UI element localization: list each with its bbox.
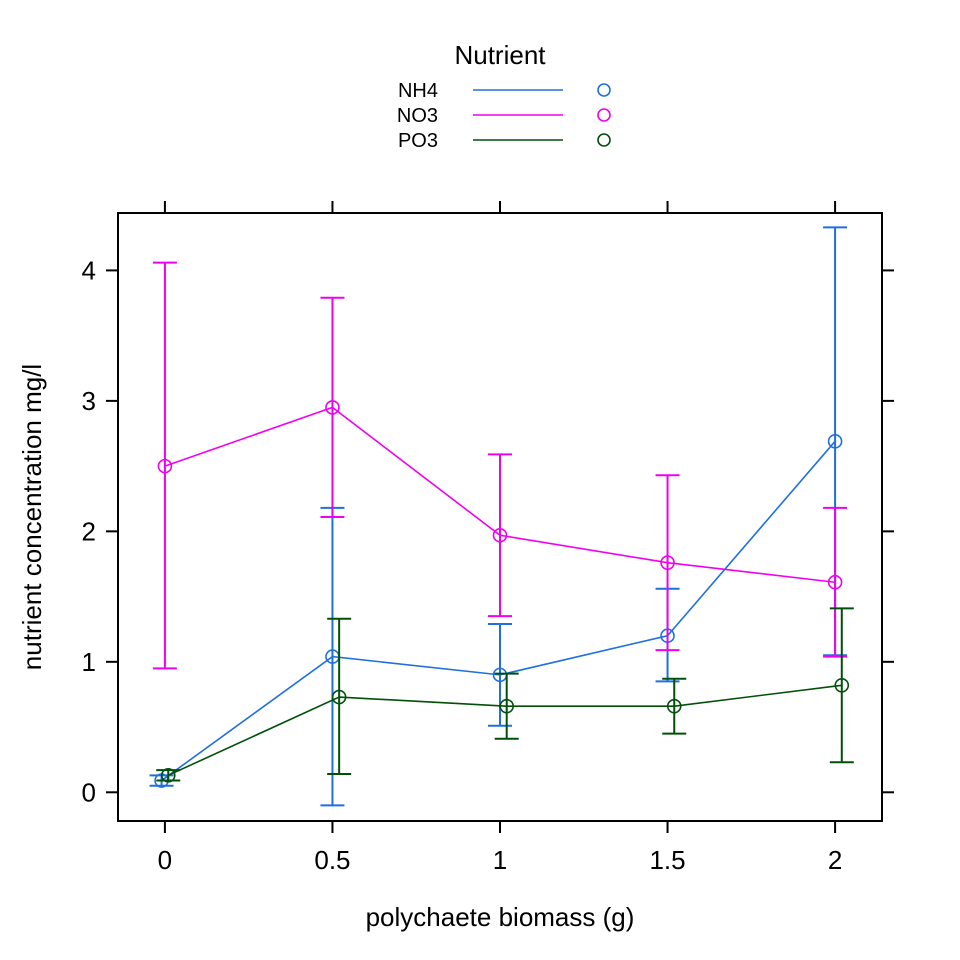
data-point: [157, 458, 173, 474]
series-no3: [152, 261, 848, 670]
data-point: [660, 555, 675, 570]
x-axis-title: polychaete biomass (g): [366, 902, 635, 932]
y-tick-label: 4: [82, 255, 96, 285]
legend-title: Nutrient: [454, 40, 546, 70]
legend-entries: NH4 NO3 PO3: [397, 80, 611, 152]
x-tick-label: 2: [828, 845, 842, 875]
data-point: [331, 689, 347, 705]
error-bar: [823, 506, 848, 658]
data-point: [160, 768, 176, 783]
series-line: [164, 406, 836, 584]
series-po3: [156, 607, 854, 783]
y-axis-ticks: 0 1 2 3 4: [82, 255, 894, 807]
error-bar: [829, 607, 854, 764]
legend-point-swatch: [597, 133, 611, 147]
x-tick-label: 1: [493, 845, 507, 875]
data-point: [325, 400, 340, 415]
data-point: [834, 678, 850, 693]
y-tick-label: 1: [82, 647, 96, 677]
data-point: [499, 698, 515, 714]
y-tick-label: 2: [82, 516, 96, 546]
legend-point-swatch: [597, 108, 611, 122]
legend-label: NH4: [398, 80, 438, 102]
series-line: [167, 684, 842, 777]
x-tick-label: 1.5: [649, 845, 685, 875]
legend-entry-no3: NO3: [397, 105, 611, 127]
legend-entry-po3: PO3: [398, 130, 611, 152]
y-tick-label: 3: [82, 386, 96, 416]
data-point: [492, 527, 508, 543]
data-point: [666, 698, 682, 714]
series-nh4: [149, 226, 848, 807]
legend-point-swatch: [597, 83, 611, 97]
x-axis-ticks: 0 0.5 1 1.5 2: [158, 201, 842, 875]
x-tick-label: 0: [158, 845, 172, 875]
legend-label: PO3: [398, 130, 438, 152]
legend: Nutrient NH4 NO3 PO3: [397, 40, 611, 152]
y-tick-label: 0: [82, 777, 96, 807]
y-axis-title: nutrient concentration mg/l: [17, 364, 47, 670]
legend-entry-nh4: NH4: [398, 80, 611, 102]
series-layer: [149, 226, 854, 807]
series-line: [161, 440, 836, 782]
data-point: [827, 574, 843, 590]
data-point: [827, 434, 843, 449]
x-tick-label: 0.5: [314, 845, 350, 875]
legend-label: NO3: [397, 105, 438, 127]
